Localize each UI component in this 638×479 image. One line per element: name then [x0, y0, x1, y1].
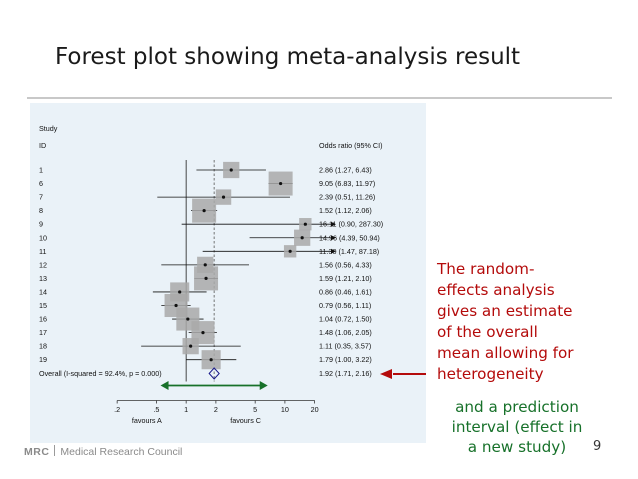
study-estimate-label: 1.48 (1.06, 2.05)	[319, 328, 372, 337]
study-ci-arrow	[331, 248, 336, 254]
study-estimate-label: 2.86 (1.27, 6.43)	[319, 166, 372, 175]
study-id: 13	[39, 274, 47, 283]
forest-plot-panel: Study ID Odds ratio (95% CI) 1 2.86 (1.27, 6…	[30, 103, 426, 443]
x-tick-label: .5	[153, 405, 159, 414]
x-label-favours-a: favours A	[132, 416, 162, 425]
study-point	[202, 209, 206, 213]
study-id: 17	[39, 328, 47, 337]
x-tick-label: 10	[281, 405, 289, 414]
study-estimate-label: 1.59 (1.21, 2.10)	[319, 274, 372, 283]
study-point	[186, 317, 190, 321]
forest-plot: Study ID Odds ratio (95% CI) 1 2.86 (1.27, 6…	[39, 124, 426, 425]
study-id: 16	[39, 315, 47, 324]
study-ci-arrow	[331, 235, 336, 241]
prediction-interval-right-arrow	[259, 381, 268, 390]
study-estimate-label: 9.05 (6.83, 11.97)	[319, 179, 375, 188]
study-estimate-label: 1.04 (0.72, 1.50)	[319, 315, 372, 324]
page-number: 9	[593, 439, 602, 454]
study-point	[209, 358, 213, 362]
study-estimate-label: 1.79 (1.00, 3.22)	[319, 355, 372, 364]
random-effects-note-line: The random-	[437, 260, 535, 278]
study-point	[174, 303, 178, 308]
study-point	[288, 249, 292, 253]
slide-title: Forest plot showing meta-analysis result	[55, 44, 521, 70]
random-effects-note-line: gives an estimate	[437, 302, 573, 320]
random-effects-note-line: of the overall	[437, 323, 538, 341]
x-label-favours-c: favours C	[230, 416, 261, 425]
study-estimate-label: 0.79 (0.56, 1.11)	[319, 301, 371, 310]
study-estimate-label: 1.11 (0.35, 3.57)	[319, 342, 371, 351]
header-stat: Odds ratio (95% CI)	[319, 141, 383, 150]
title-divider	[27, 97, 612, 99]
random-effects-note-line: heterogeneity	[437, 365, 544, 383]
study-estimate-label: 2.39 (0.51, 11.26)	[319, 193, 375, 202]
x-tick-label: 1	[184, 405, 188, 414]
logo-name: Medical Research Council	[60, 446, 183, 458]
study-id: 9	[39, 220, 43, 229]
study-point	[201, 331, 205, 335]
study-point	[203, 263, 207, 267]
study-id: 14	[39, 287, 47, 296]
study-id: 8	[39, 206, 43, 215]
study-estimate-label: 1.52 (1.12, 2.06)	[319, 206, 372, 215]
study-point	[303, 222, 307, 226]
study-id: 11	[39, 247, 46, 256]
study-id: 7	[39, 193, 43, 202]
header-id: ID	[39, 141, 46, 150]
prediction-interval-note: and a prediction interval (effect in a n…	[422, 397, 612, 457]
annotation-arrow-head	[380, 369, 392, 379]
study-id: 12	[39, 260, 47, 269]
study-estimate-label: 1.56 (0.56, 4.33)	[319, 260, 372, 269]
x-tick-label: 20	[311, 405, 319, 414]
prediction-interval-note-line: a new study)	[467, 438, 567, 456]
mrc-logo: MRC Medical Research Council	[24, 445, 182, 458]
prediction-interval-left-arrow	[160, 381, 169, 390]
overall-diamond	[208, 367, 220, 380]
study-id: 6	[39, 179, 43, 188]
study-point	[279, 181, 283, 186]
study-point	[204, 276, 208, 280]
x-tick-label: 5	[253, 405, 257, 414]
header-study: Study	[39, 124, 58, 133]
overall-label: Overall (I-squared = 92.4%, p = 0.000)	[39, 369, 162, 378]
x-tick-label: 2	[214, 405, 218, 414]
study-id: 19	[39, 355, 47, 364]
study-id: 18	[39, 342, 47, 351]
x-tick-label: .2	[114, 405, 120, 414]
study-point	[229, 168, 233, 172]
study-point	[300, 236, 304, 240]
study-estimate-label: 14.96 (4.39, 50.94)	[319, 233, 380, 242]
study-estimate-label: 0.86 (0.46, 1.61)	[319, 287, 372, 296]
study-id: 15	[39, 301, 47, 310]
study-point	[189, 344, 193, 348]
study-point	[221, 195, 226, 199]
study-estimate-label: 16.11 (0.90, 287.30)	[319, 220, 383, 229]
study-id: 1	[39, 166, 43, 175]
study-id: 10	[39, 233, 47, 242]
random-effects-note-line: effects analysis	[437, 281, 555, 299]
random-effects-note-line: mean allowing for	[437, 344, 574, 362]
study-estimate-label: 11.30 (1.47, 87.18)	[319, 247, 379, 256]
study-ci-arrow	[331, 221, 336, 227]
logo-mark: MRC	[24, 446, 50, 458]
prediction-interval-note-line: interval (effect in	[451, 418, 583, 436]
study-point	[178, 290, 182, 294]
logo-separator	[54, 445, 56, 456]
overall-estimate-label: 1.92 (1.71, 2.16)	[319, 369, 372, 378]
random-effects-note: The random- effects analysis gives an es…	[437, 259, 612, 385]
prediction-interval-note-line: and a prediction	[455, 398, 579, 416]
